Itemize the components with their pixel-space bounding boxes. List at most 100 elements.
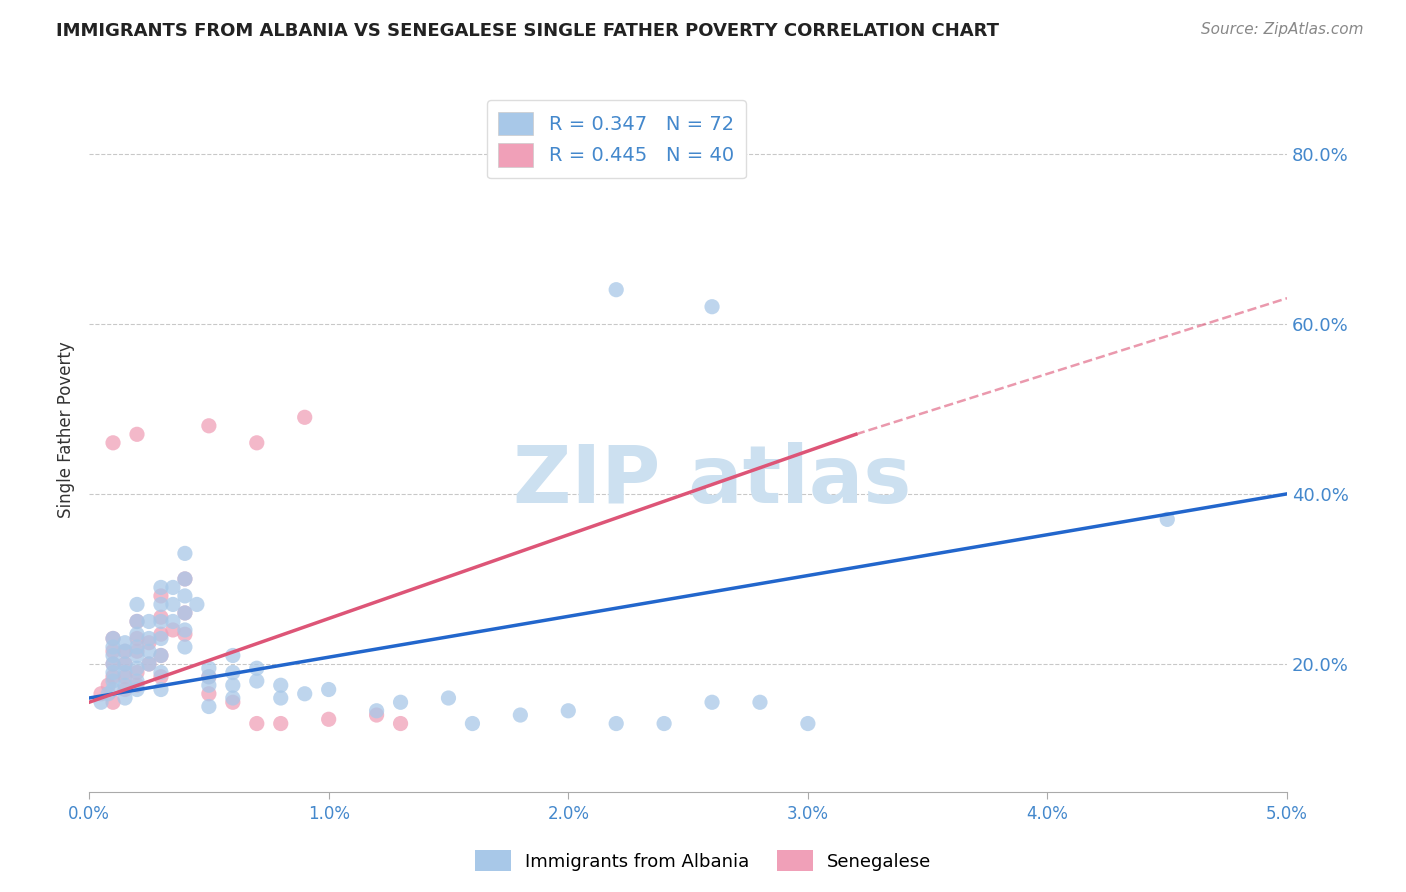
Point — [198, 670, 221, 684]
Point — [114, 670, 136, 684]
Point — [198, 699, 221, 714]
Point — [101, 632, 124, 646]
Point — [149, 648, 172, 663]
Point — [125, 648, 148, 663]
Point — [162, 615, 184, 629]
Point — [174, 640, 197, 654]
Point — [138, 636, 160, 650]
Point — [461, 716, 484, 731]
Point — [125, 673, 148, 688]
Point — [198, 670, 221, 684]
Point — [125, 615, 148, 629]
Point — [149, 632, 172, 646]
Point — [174, 572, 197, 586]
Point — [149, 627, 172, 641]
Point — [125, 661, 148, 675]
Point — [101, 644, 124, 658]
Point — [1156, 512, 1178, 526]
Point — [101, 665, 124, 680]
Point — [174, 589, 197, 603]
Point — [198, 661, 221, 675]
Point — [101, 648, 124, 663]
Point — [101, 435, 124, 450]
Point — [174, 572, 197, 586]
Point — [700, 695, 723, 709]
Point — [162, 581, 184, 595]
Point — [114, 665, 136, 680]
Point — [101, 657, 124, 671]
Point — [198, 418, 221, 433]
Point — [97, 687, 120, 701]
Point — [246, 661, 269, 675]
Point — [509, 708, 531, 723]
Point — [114, 682, 136, 697]
Point — [114, 644, 136, 658]
Point — [389, 695, 412, 709]
Point — [149, 615, 172, 629]
Point — [125, 665, 148, 680]
Point — [149, 589, 172, 603]
Point — [318, 682, 340, 697]
Point — [797, 716, 820, 731]
Point — [97, 678, 120, 692]
Point — [125, 682, 148, 697]
Point — [101, 670, 124, 684]
Point — [149, 598, 172, 612]
Point — [318, 712, 340, 726]
Point — [222, 648, 245, 663]
Point — [174, 546, 197, 560]
Point — [162, 598, 184, 612]
Point — [222, 665, 245, 680]
Point — [198, 687, 221, 701]
Point — [294, 410, 316, 425]
Point — [222, 695, 245, 709]
Point — [114, 636, 136, 650]
Point — [138, 615, 160, 629]
Point — [246, 673, 269, 688]
Point — [125, 615, 148, 629]
Point — [114, 644, 136, 658]
Point — [270, 678, 292, 692]
Point — [270, 691, 292, 706]
Point — [125, 627, 148, 641]
Point — [114, 657, 136, 671]
Point — [246, 435, 269, 450]
Point — [605, 716, 627, 731]
Point — [198, 678, 221, 692]
Point — [149, 648, 172, 663]
Point — [557, 704, 579, 718]
Point — [138, 657, 160, 671]
Point — [101, 640, 124, 654]
Point — [101, 632, 124, 646]
Point — [90, 687, 112, 701]
Point — [149, 581, 172, 595]
Point — [101, 657, 124, 671]
Legend: R = 0.347   N = 72, R = 0.445   N = 40: R = 0.347 N = 72, R = 0.445 N = 40 — [486, 100, 745, 178]
Point — [101, 695, 124, 709]
Point — [652, 716, 675, 731]
Legend: Immigrants from Albania, Senegalese: Immigrants from Albania, Senegalese — [467, 843, 939, 879]
Point — [138, 657, 160, 671]
Point — [149, 610, 172, 624]
Text: IMMIGRANTS FROM ALBANIA VS SENEGALESE SINGLE FATHER POVERTY CORRELATION CHART: IMMIGRANTS FROM ALBANIA VS SENEGALESE SI… — [56, 22, 1000, 40]
Point — [222, 691, 245, 706]
Point — [101, 682, 124, 697]
Point — [294, 687, 316, 701]
Point — [605, 283, 627, 297]
Point — [366, 708, 388, 723]
Point — [149, 665, 172, 680]
Point — [174, 606, 197, 620]
Point — [138, 632, 160, 646]
Point — [125, 678, 148, 692]
Point — [174, 623, 197, 637]
Point — [162, 623, 184, 637]
Point — [270, 716, 292, 731]
Point — [174, 606, 197, 620]
Point — [138, 644, 160, 658]
Y-axis label: Single Father Poverty: Single Father Poverty — [58, 342, 75, 518]
Text: Source: ZipAtlas.com: Source: ZipAtlas.com — [1201, 22, 1364, 37]
Point — [246, 716, 269, 731]
Point — [90, 695, 112, 709]
Point — [114, 691, 136, 706]
Point — [366, 704, 388, 718]
